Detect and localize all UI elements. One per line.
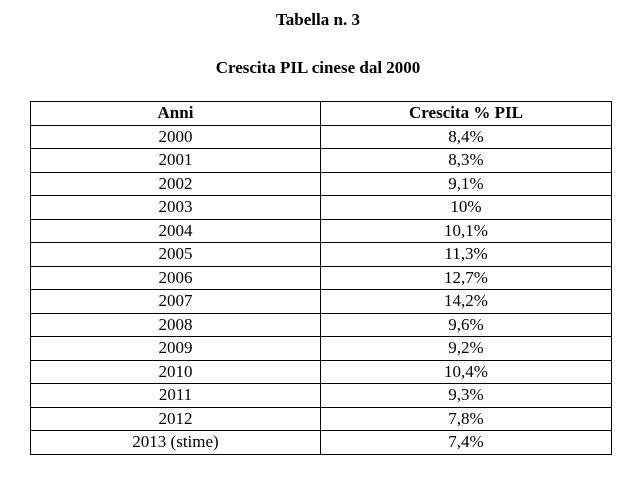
- growth-cell: 10,1%: [320, 218, 612, 243]
- table-row: 2012 7,8%: [30, 406, 612, 431]
- growth-cell: 9,6%: [320, 312, 612, 337]
- year-cell: 2010: [30, 359, 321, 384]
- table-title: Crescita PIL cinese dal 2000: [215, 58, 421, 77]
- year-cell: 2004: [30, 218, 321, 243]
- growth-cell: 10%: [320, 195, 612, 220]
- table-row: 2004 10,1%: [30, 218, 612, 243]
- growth-cell: 8,3%: [320, 148, 612, 173]
- column-header-crescita: Crescita % PIL: [320, 101, 612, 126]
- table-row: 2003 10%: [30, 195, 612, 220]
- growth-cell: 9,3%: [320, 383, 612, 408]
- table-label: Tabella n. 3: [276, 10, 360, 29]
- table-row: 2001 8,3%: [30, 148, 612, 173]
- year-cell: 2011: [30, 383, 321, 408]
- table-row: 2008 9,6%: [30, 312, 612, 337]
- gdp-growth-table: Anni Crescita % PIL 2000 8,4% 2001 8,3% 2002…: [30, 101, 612, 455]
- table-row: 2007 14,2%: [30, 289, 612, 314]
- table-row: 2006 12,7%: [30, 265, 612, 290]
- table-row: 2000 8,4%: [30, 124, 612, 149]
- growth-cell: 7,4%: [320, 430, 612, 455]
- year-cell: 2006: [30, 265, 321, 290]
- year-cell: 2005: [30, 242, 321, 267]
- table-row: 2002 9,1%: [30, 171, 612, 196]
- table-row: 2005 11,3%: [30, 242, 612, 267]
- growth-cell: 14,2%: [320, 289, 612, 314]
- year-cell: 2013 (stime): [30, 430, 321, 455]
- table-row: 2013 (stime) 7,4%: [30, 430, 612, 455]
- year-cell: 2009: [30, 336, 321, 361]
- table-row: 2009 9,2%: [30, 336, 612, 361]
- year-cell: 2007: [30, 289, 321, 314]
- growth-cell: 10,4%: [320, 359, 612, 384]
- growth-cell: 8,4%: [320, 124, 612, 149]
- growth-cell: 7,8%: [320, 406, 612, 431]
- growth-cell: 9,2%: [320, 336, 612, 361]
- growth-cell: 12,7%: [320, 265, 612, 290]
- column-header-anni: Anni: [30, 101, 321, 126]
- year-cell: 2002: [30, 171, 321, 196]
- year-cell: 2008: [30, 312, 321, 337]
- year-cell: 2001: [30, 148, 321, 173]
- year-cell: 2000: [30, 124, 321, 149]
- table-header-row: Anni Crescita % PIL: [30, 101, 612, 126]
- year-cell: 2012: [30, 406, 321, 431]
- year-cell: 2003: [30, 195, 321, 220]
- growth-cell: 11,3%: [320, 242, 612, 267]
- table-row: 2010 10,4%: [30, 359, 612, 384]
- growth-cell: 9,1%: [320, 171, 612, 196]
- table-body: 2000 8,4% 2001 8,3% 2002 9,1% 2003 10% 2004 10,1%…: [30, 124, 612, 455]
- table-row: 2011 9,3%: [30, 383, 612, 408]
